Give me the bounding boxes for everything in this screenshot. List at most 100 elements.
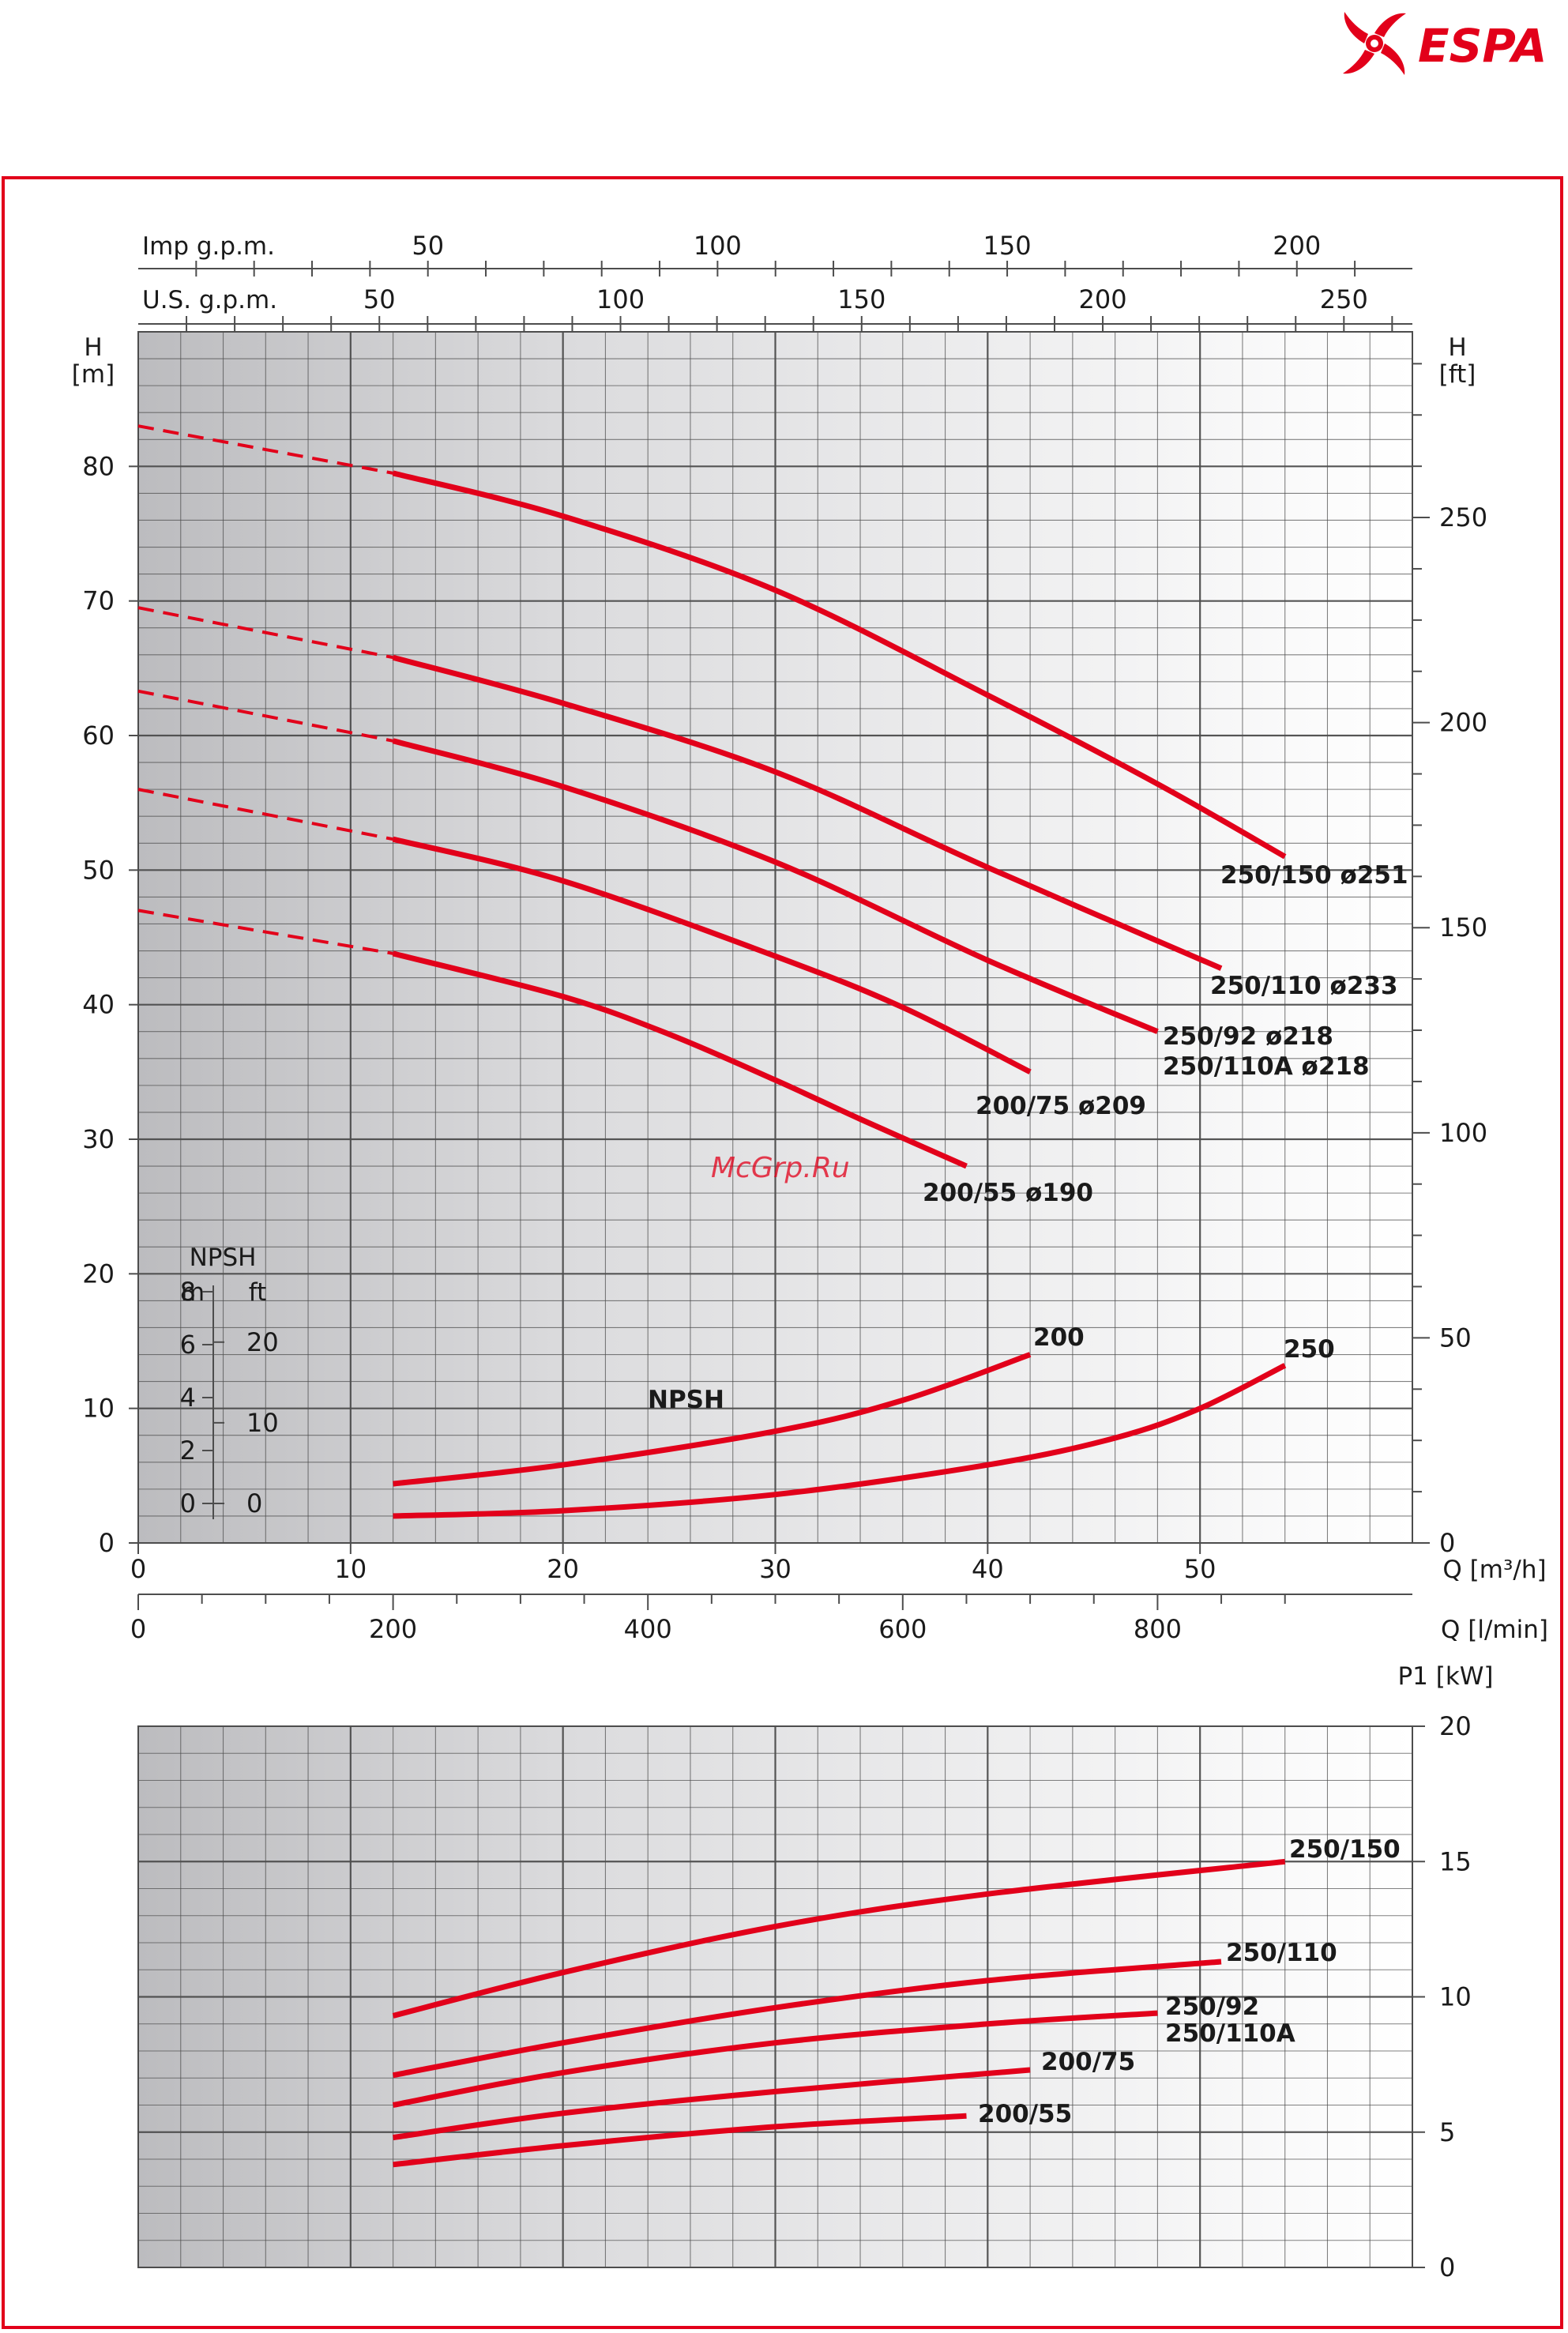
npsh-m-tick-label: 8 [180,1277,196,1307]
head-axes: 01020304050607080H[m]050100150200250H[ft… [72,231,1548,1644]
x-tick-label: 20 [547,1554,579,1584]
lmin-tick-label: 800 [1134,1614,1182,1644]
y-left-tick-label: 10 [82,1394,115,1424]
x-tick-label: 30 [759,1554,792,1584]
head-curve-label: 250/110A ø218 [1163,1052,1370,1081]
head-curve [392,738,1159,1034]
y-left-tick-label: 70 [82,586,115,616]
y-left-title-symbol: H [84,333,102,362]
lmin-axis-title: Q [l/min] [1441,1616,1548,1644]
npsh-unit-ft: ft [249,1278,267,1307]
y-right-title-symbol: H [1448,333,1466,362]
head-curve-extrapolated [137,909,393,955]
x-tick-label: 50 [1184,1554,1216,1584]
imp-tick-label: 50 [412,231,444,261]
chart-frame [2,176,1563,2329]
npsh-label: NPSH [648,1386,724,1414]
us-tick-label: 150 [837,284,886,314]
watermark: McGrp.Ru [711,1152,850,1184]
us-tick-label: 250 [1320,284,1368,314]
power-curve [392,1858,1286,2019]
imp-tick-label: 150 [983,231,1032,261]
npsh-curve [393,1363,1287,1519]
head-curve-label: 250/150 ø251 [1220,861,1408,890]
power-curve [393,2113,967,2168]
y-left-tick-label: 0 [99,1528,115,1558]
impeller-icon [1343,12,1406,75]
head-curve-label: 200/55 ø190 [923,1179,1093,1207]
power-curve-label: 200/75 [1041,2048,1135,2076]
y-left-tick-label: 50 [82,855,115,885]
us-axis-title: U.S. g.p.m. [142,286,277,314]
head-curve [392,470,1287,860]
y-right-tick-label: 100 [1439,1118,1487,1148]
npsh-m-tick-label: 4 [180,1383,196,1413]
y-right-tick-label: 250 [1439,502,1487,532]
y-left-tick-label: 60 [82,721,115,751]
npsh-ft-tick-label: 0 [246,1488,262,1518]
y-right-title-unit: [ft] [1439,360,1476,389]
head-curve-extrapolated [137,606,393,660]
p1-tick-label: 15 [1439,1846,1472,1876]
npsh-m-tick-label: 6 [180,1330,196,1360]
power-curve-label: 200/55 [978,2100,1072,2128]
head-curve-extrapolated [137,424,393,475]
npsh-m-tick-label: 0 [180,1488,196,1518]
npsh-curve-label: 200 [1033,1323,1085,1352]
us-tick-label: 50 [363,284,396,314]
espa-logo: ESPA [1343,12,1547,75]
power-curve-label: 250/110A [1165,2019,1295,2048]
y-left-tick-label: 40 [82,990,115,1020]
power-axes: 0 5 10 15 20 P1 [kW] [1397,1662,1493,2282]
y-right-tick-label: 50 [1439,1323,1472,1353]
lmin-tick-label: 400 [624,1614,672,1644]
y-right-tick-label: 150 [1439,913,1487,943]
y-right-tick-label: 200 [1439,708,1487,738]
npsh-ft-tick-label: 20 [246,1327,279,1357]
y-left-tick-label: 20 [82,1259,115,1289]
head-curve-label: 250/92 ø218 [1163,1022,1333,1051]
x-tick-label: 0 [130,1554,146,1584]
npsh-m-tick-label: 2 [180,1436,196,1466]
lmin-tick-label: 600 [878,1614,927,1644]
brand-name: ESPA [1418,19,1547,73]
imp-axis-title: Imp g.p.m. [142,232,275,261]
power-curve [392,2010,1158,2108]
power-curve-label: 250/110 [1226,1939,1337,1967]
x-axis-title: Q [m³/h] [1442,1556,1546,1584]
imp-tick-label: 100 [694,231,742,261]
y-left-tick-label: 30 [82,1124,115,1154]
p1-tick-label: 0 [1439,2252,1455,2282]
npsh-unit-m: m [181,1278,205,1307]
npsh-curve [393,1352,1032,1487]
y-right-tick-label: 0 [1439,1528,1455,1558]
power-curve-label: 250/150 [1289,1835,1401,1864]
x-tick-label: 10 [334,1554,367,1584]
head-curve [392,654,1223,971]
imp-tick-label: 200 [1273,231,1321,261]
p1-axis-title: P1 [kW] [1397,1662,1493,1691]
head-curve [392,836,1032,1074]
y-left-title-unit: [m] [72,360,115,389]
power-curve [392,1959,1222,2079]
npsh-curve-label: 250 [1284,1335,1335,1364]
head-curve-extrapolated [137,689,393,743]
p1-tick-label: 20 [1439,1711,1472,1741]
y-left-tick-label: 80 [82,451,115,481]
power-grid [138,1726,1412,2267]
lmin-tick-label: 200 [369,1614,417,1644]
power-curve [393,2067,1031,2141]
npsh-axis-title: NPSH [190,1244,257,1272]
npsh-ft-tick-label: 10 [246,1408,279,1438]
us-tick-label: 200 [1079,284,1127,314]
p1-tick-label: 5 [1439,2117,1455,2147]
head-curves: 250/150 ø251 250/110 ø233 250/92 ø218250/1… [137,424,1408,1519]
head-curve [392,950,968,1169]
head-curve-extrapolated [137,788,393,841]
head-curve-label: 250/110 ø233 [1210,972,1398,1000]
power-curve-label: 250/92 [1165,1992,1259,2021]
x-tick-label: 40 [972,1554,1004,1584]
p1-tick-label: 10 [1439,1982,1472,2012]
